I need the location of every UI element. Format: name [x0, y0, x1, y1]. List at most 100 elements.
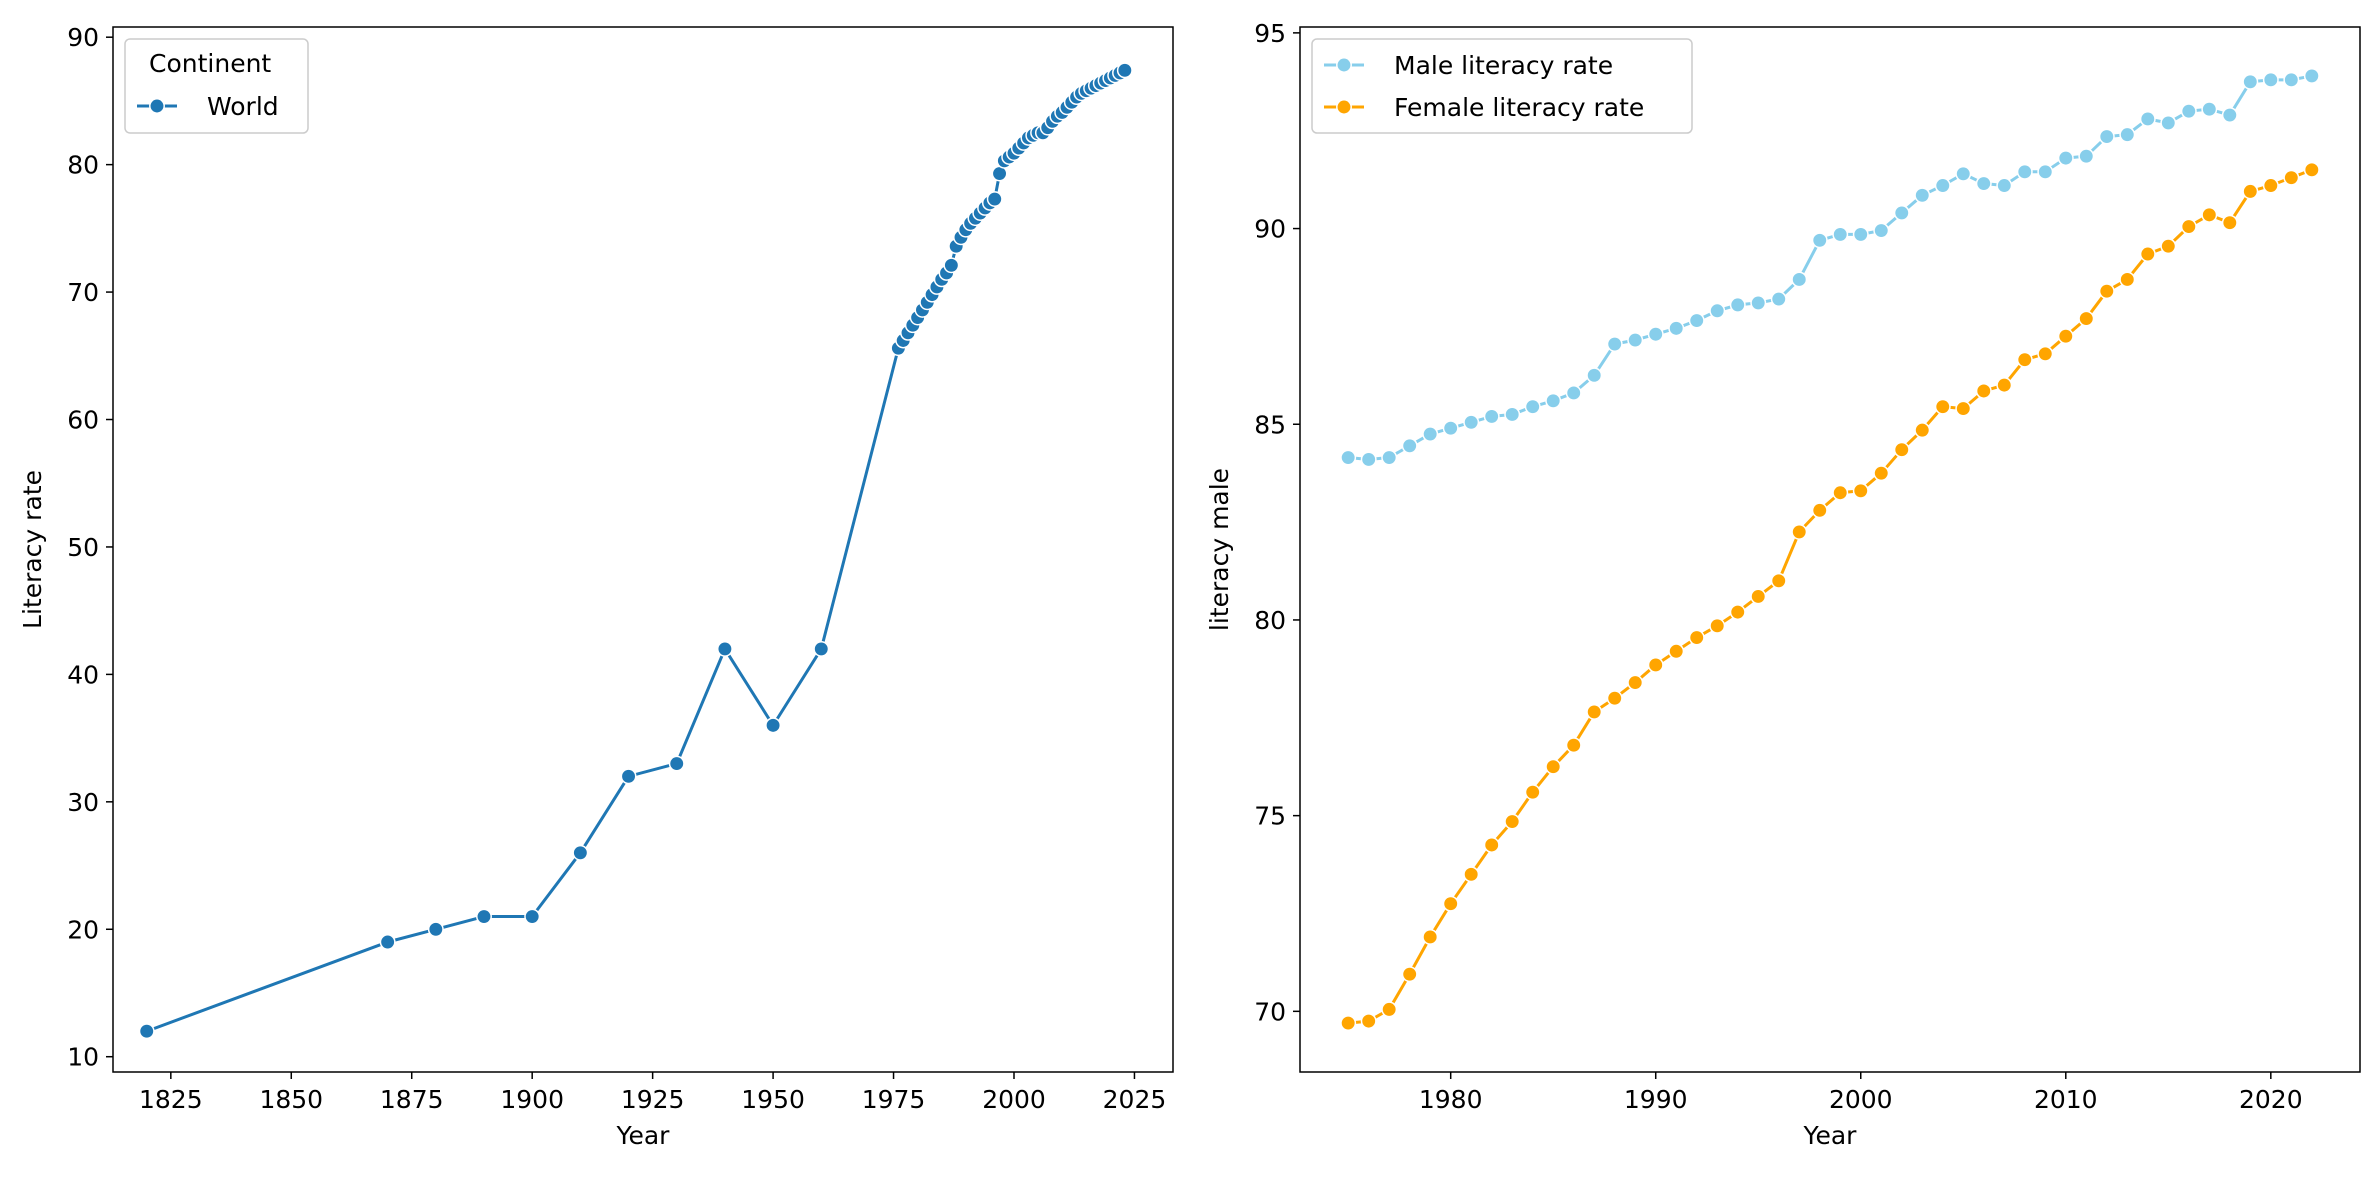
- x-tick-label: 1875: [380, 1085, 444, 1114]
- data-point-female-literacy-rate: [1914, 422, 1931, 439]
- x-tick-label: 1990: [1624, 1085, 1688, 1114]
- legend-entry-label: Female literacy rate: [1394, 93, 1644, 122]
- data-point-world: [765, 717, 782, 734]
- data-point-male-literacy-rate: [2139, 111, 2156, 127]
- data-point-world: [668, 755, 685, 772]
- data-point-male-literacy-rate: [1832, 226, 1849, 243]
- data-point-male-literacy-rate: [1873, 222, 1890, 239]
- data-point-female-literacy-rate: [2037, 345, 2054, 362]
- data-point-female-literacy-rate: [1340, 1015, 1357, 1032]
- x-tick-label: 2025: [1103, 1085, 1167, 1114]
- x-tick-label: 1825: [139, 1085, 203, 1114]
- legend: Continent World: [124, 38, 309, 134]
- data-point-male-literacy-rate: [1811, 232, 1828, 249]
- data-point-male-literacy-rate: [2283, 71, 2300, 88]
- x-tick-label: 1975: [862, 1085, 926, 1114]
- data-point-world: [716, 640, 733, 657]
- data-point-female-literacy-rate: [1975, 383, 1992, 399]
- data-point-male-literacy-rate: [2016, 163, 2033, 180]
- y-tick-label: 50: [67, 533, 99, 562]
- data-point-male-literacy-rate: [1524, 398, 1541, 415]
- data-point-female-literacy-rate: [1729, 604, 1746, 621]
- data-point-female-literacy-rate: [1545, 758, 1562, 775]
- data-point-world: [943, 257, 960, 274]
- data-point-world: [986, 191, 1003, 207]
- data-point-male-literacy-rate: [2037, 163, 2054, 180]
- data-point-male-literacy-rate: [1586, 367, 1603, 384]
- data-point-female-literacy-rate: [2180, 218, 2197, 235]
- data-point-male-literacy-rate: [1565, 384, 1582, 401]
- legend-entry-label: Male literacy rate: [1394, 51, 1613, 80]
- data-point-female-literacy-rate: [1770, 572, 1787, 589]
- data-point-male-literacy-rate: [2262, 71, 2279, 88]
- data-point-male-literacy-rate: [1504, 406, 1521, 423]
- x-tick-label: 2010: [2034, 1085, 2098, 1114]
- data-point-male-literacy-rate: [1606, 336, 1623, 352]
- data-point-male-literacy-rate: [2119, 126, 2136, 143]
- y-tick-label: 95: [1254, 19, 1286, 48]
- data-point-male-literacy-rate: [1483, 408, 1500, 425]
- data-point-female-literacy-rate: [1832, 484, 1849, 501]
- data-point-female-literacy-rate: [1463, 866, 1480, 883]
- data-point-world: [476, 908, 492, 925]
- data-point-male-literacy-rate: [1442, 420, 1459, 437]
- data-point-male-literacy-rate: [2221, 107, 2238, 124]
- data-point-female-literacy-rate: [1360, 1013, 1377, 1030]
- data-point-female-literacy-rate: [1401, 966, 1418, 983]
- plot-frame: [112, 26, 1174, 1073]
- data-point-male-literacy-rate: [1934, 177, 1951, 194]
- y-tick-label: 10: [67, 1043, 99, 1072]
- data-point-male-literacy-rate: [1688, 312, 1705, 329]
- y-axis-label: literacy male: [1205, 468, 1234, 631]
- data-point-female-literacy-rate: [1750, 588, 1767, 605]
- data-point-male-literacy-rate: [1647, 326, 1664, 343]
- data-point-male-literacy-rate: [1401, 437, 1418, 454]
- data-point-male-literacy-rate: [1340, 449, 1357, 466]
- data-point-male-literacy-rate: [1975, 175, 1992, 192]
- y-tick-label: 30: [67, 788, 99, 817]
- data-point-female-literacy-rate: [1504, 813, 1521, 830]
- data-point-male-literacy-rate: [2098, 128, 2115, 145]
- data-point-world: [620, 768, 637, 785]
- data-point-male-literacy-rate: [1463, 414, 1480, 431]
- data-point-world: [427, 921, 444, 938]
- data-point-world: [379, 934, 396, 950]
- data-point-female-literacy-rate: [1688, 629, 1705, 646]
- y-tick-label: 20: [67, 915, 99, 944]
- data-point-female-literacy-rate: [1647, 657, 1664, 673]
- x-tick-label: 2020: [2239, 1085, 2303, 1114]
- data-point-male-literacy-rate: [1914, 187, 1931, 204]
- data-point-female-literacy-rate: [2283, 169, 2300, 186]
- legend-entry-label: World: [207, 92, 279, 121]
- data-point-female-literacy-rate: [1934, 398, 1951, 415]
- data-point-male-literacy-rate: [1627, 332, 1644, 349]
- left-chart-panel: 1825 1850 1875 1900 1925 1950 1975 2000 2025 10 20…: [18, 23, 1174, 1150]
- data-point-world: [138, 1023, 155, 1040]
- data-point-female-literacy-rate: [1586, 703, 1603, 720]
- legend-box: [1311, 38, 1693, 134]
- data-point-male-literacy-rate: [1791, 271, 1808, 288]
- data-point-male-literacy-rate: [1750, 294, 1767, 311]
- legend-swatch-marker: [1336, 57, 1352, 73]
- data-point-female-literacy-rate: [1811, 502, 1828, 519]
- series-line-female-literacy-rate: [1346, 168, 2314, 1025]
- data-point-female-literacy-rate: [2160, 238, 2177, 255]
- data-point-world: [1116, 62, 1133, 79]
- data-point-female-literacy-rate: [2262, 177, 2279, 194]
- data-point-male-literacy-rate: [1996, 177, 2013, 194]
- x-tick-label: 2000: [982, 1085, 1046, 1114]
- y-tick-label: 70: [67, 278, 99, 307]
- data-point-female-literacy-rate: [1442, 895, 1459, 912]
- y-tick-label: 80: [67, 151, 99, 180]
- data-point-female-literacy-rate: [2221, 214, 2238, 231]
- data-point-male-literacy-rate: [1852, 226, 1869, 243]
- data-point-female-literacy-rate: [2098, 283, 2115, 300]
- data-point-world: [813, 640, 830, 657]
- data-point-female-literacy-rate: [2078, 310, 2095, 327]
- data-point-female-literacy-rate: [1483, 837, 1500, 853]
- data-point-female-literacy-rate: [2201, 206, 2218, 223]
- data-point-female-literacy-rate: [1893, 441, 1910, 458]
- data-point-male-literacy-rate: [1955, 165, 1972, 182]
- legend: Male literacy rate Female literacy rate: [1311, 38, 1693, 134]
